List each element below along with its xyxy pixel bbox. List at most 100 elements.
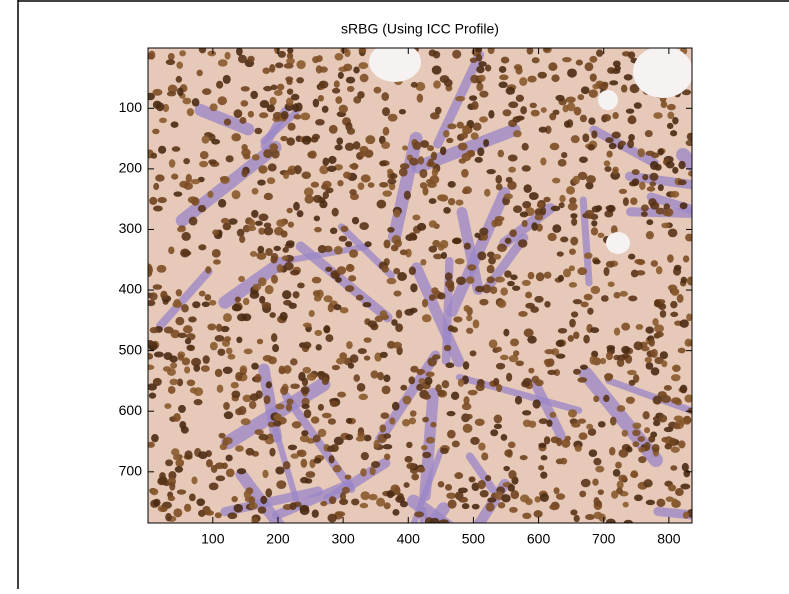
image-texture	[470, 132, 479, 140]
image-texture	[153, 351, 164, 358]
image-texture	[261, 302, 272, 309]
image-texture	[167, 386, 176, 394]
image-texture	[408, 376, 416, 385]
chart-title: sRBG (Using ICC Profile)	[341, 21, 499, 37]
image-texture	[550, 205, 561, 212]
image-texture	[331, 207, 339, 217]
image-texture	[461, 402, 472, 411]
image-texture	[679, 319, 689, 328]
image-texture	[265, 247, 273, 257]
image-texture	[333, 304, 342, 311]
image-texture	[521, 279, 531, 286]
image-texture	[181, 304, 189, 313]
image-texture	[455, 199, 464, 206]
image-texture	[352, 141, 361, 150]
image-texture	[458, 496, 469, 503]
image-texture	[568, 409, 578, 418]
image-texture	[373, 86, 382, 94]
image-texture	[632, 374, 640, 383]
image-texture	[432, 354, 441, 360]
image-texture	[170, 121, 179, 128]
image-texture	[476, 65, 485, 74]
image-texture	[528, 367, 535, 374]
image-texture	[269, 143, 279, 152]
image-texture	[271, 333, 278, 343]
image-texture	[540, 107, 547, 113]
image-texture	[286, 398, 294, 405]
image-texture	[213, 259, 221, 265]
image-texture	[625, 108, 635, 114]
image-texture	[355, 436, 365, 442]
image-texture	[667, 111, 675, 120]
image-texture	[579, 156, 588, 163]
image-texture	[639, 181, 646, 191]
image-texture	[214, 512, 222, 519]
image-texture	[263, 226, 274, 236]
image-texture	[685, 233, 692, 242]
image-texture	[152, 88, 163, 96]
image-texture	[526, 48, 534, 55]
image-texture	[148, 364, 155, 370]
image-texture	[362, 301, 372, 308]
image-texture	[437, 481, 445, 488]
image-texture	[452, 49, 462, 59]
image-texture	[463, 242, 471, 250]
image-texture	[345, 434, 354, 441]
image-texture	[648, 198, 657, 207]
image-texture	[682, 255, 690, 263]
image-texture	[222, 437, 233, 445]
image-texture	[618, 140, 626, 146]
image-texture	[503, 465, 510, 472]
image-texture	[563, 268, 572, 278]
image-texture	[472, 319, 480, 329]
image-texture	[504, 270, 512, 278]
image-texture	[296, 77, 304, 84]
image-texture	[611, 131, 621, 139]
image-texture	[535, 272, 545, 282]
image-texture	[208, 159, 217, 165]
y-tick-label: 700	[119, 463, 143, 479]
image-texture	[233, 109, 243, 119]
image-texture	[194, 104, 255, 136]
image-texture	[202, 355, 210, 364]
image-texture	[285, 403, 293, 412]
image-texture	[383, 502, 391, 510]
image-texture	[604, 166, 612, 172]
image-texture	[446, 187, 511, 318]
image-texture	[389, 173, 398, 179]
image-texture	[666, 103, 676, 111]
image-texture	[470, 436, 480, 445]
image-texture	[267, 163, 277, 172]
image-texture	[252, 283, 262, 291]
image-texture	[298, 371, 306, 382]
image-texture	[538, 442, 547, 448]
image-texture	[327, 303, 335, 313]
image-texture	[290, 383, 300, 390]
image-texture	[484, 188, 491, 197]
image-texture	[339, 491, 347, 501]
image-texture	[218, 256, 287, 309]
image-texture	[603, 394, 610, 403]
image-texture	[235, 371, 243, 381]
image-texture	[537, 71, 547, 79]
image-texture	[283, 63, 294, 69]
image-texture	[458, 158, 467, 164]
image-texture	[177, 353, 184, 361]
image-texture	[343, 63, 353, 72]
image-texture	[408, 417, 417, 425]
image-texture	[670, 190, 680, 198]
image-texture	[358, 48, 367, 53]
image-texture	[382, 190, 393, 197]
image-texture	[327, 418, 336, 425]
image-texture	[308, 150, 317, 159]
image-texture	[555, 339, 565, 348]
image-texture	[540, 455, 548, 461]
image-texture	[477, 147, 485, 157]
image-texture	[223, 118, 232, 126]
image-texture	[360, 174, 371, 183]
image-texture	[653, 420, 661, 427]
image-texture	[584, 62, 594, 72]
image-texture	[205, 510, 215, 516]
image-texture	[644, 441, 651, 451]
image-texture	[645, 362, 654, 370]
